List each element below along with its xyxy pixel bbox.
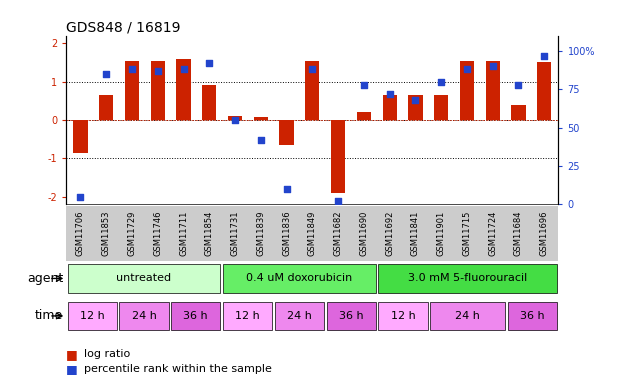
Bar bbox=[379, 264, 557, 293]
Point bbox=[514, 82, 524, 88]
Point bbox=[153, 68, 163, 74]
Point bbox=[204, 60, 215, 66]
Point bbox=[101, 71, 111, 77]
Bar bbox=[99, 95, 114, 120]
Text: agent: agent bbox=[27, 272, 63, 285]
Point bbox=[333, 198, 343, 204]
Bar bbox=[537, 63, 551, 120]
Text: GSM11836: GSM11836 bbox=[282, 211, 291, 256]
Bar bbox=[508, 302, 557, 330]
Bar bbox=[73, 120, 88, 153]
Text: 36 h: 36 h bbox=[520, 311, 545, 321]
Text: 36 h: 36 h bbox=[184, 311, 208, 321]
Point bbox=[488, 63, 498, 69]
Bar bbox=[430, 302, 505, 330]
Point bbox=[410, 97, 420, 103]
Point bbox=[75, 194, 85, 200]
Text: ■: ■ bbox=[66, 348, 78, 361]
Text: GSM11839: GSM11839 bbox=[256, 211, 265, 256]
Text: 3.0 mM 5-fluorouracil: 3.0 mM 5-fluorouracil bbox=[408, 273, 528, 284]
Text: GSM11724: GSM11724 bbox=[488, 211, 497, 256]
Text: percentile rank within the sample: percentile rank within the sample bbox=[84, 364, 272, 374]
Text: GSM11854: GSM11854 bbox=[205, 211, 214, 256]
Text: 24 h: 24 h bbox=[131, 311, 156, 321]
Text: GDS848 / 16819: GDS848 / 16819 bbox=[66, 21, 180, 34]
Bar bbox=[223, 302, 272, 330]
Point bbox=[436, 79, 446, 85]
Text: GSM11853: GSM11853 bbox=[102, 211, 110, 256]
Bar bbox=[223, 264, 376, 293]
Text: GSM11682: GSM11682 bbox=[334, 211, 343, 256]
Bar bbox=[119, 302, 168, 330]
Text: GSM11696: GSM11696 bbox=[540, 211, 549, 256]
Text: log ratio: log ratio bbox=[84, 350, 130, 359]
Bar bbox=[254, 117, 268, 120]
Point bbox=[462, 66, 472, 72]
Bar bbox=[202, 86, 216, 120]
Point bbox=[540, 53, 550, 58]
Point bbox=[256, 137, 266, 143]
Bar bbox=[177, 58, 191, 120]
Text: GSM11746: GSM11746 bbox=[153, 211, 162, 256]
Text: GSM11729: GSM11729 bbox=[127, 211, 136, 256]
Text: GSM11690: GSM11690 bbox=[360, 211, 369, 256]
Text: GSM11901: GSM11901 bbox=[437, 211, 445, 256]
Bar bbox=[408, 95, 423, 120]
Bar bbox=[228, 116, 242, 120]
Text: GSM11711: GSM11711 bbox=[179, 211, 188, 256]
Text: time: time bbox=[35, 309, 63, 322]
Text: 12 h: 12 h bbox=[235, 311, 260, 321]
Text: 24 h: 24 h bbox=[456, 311, 480, 321]
Text: GSM11715: GSM11715 bbox=[463, 211, 471, 256]
Text: GSM11849: GSM11849 bbox=[308, 211, 317, 256]
Bar bbox=[280, 120, 293, 145]
Text: 24 h: 24 h bbox=[287, 311, 312, 321]
Text: ■: ■ bbox=[66, 363, 78, 375]
Bar bbox=[68, 302, 117, 330]
Text: GSM11692: GSM11692 bbox=[385, 211, 394, 256]
Bar bbox=[382, 95, 397, 120]
Point bbox=[385, 91, 395, 97]
Point bbox=[230, 117, 240, 123]
Text: GSM11841: GSM11841 bbox=[411, 211, 420, 256]
Point bbox=[127, 66, 137, 72]
Bar bbox=[379, 302, 428, 330]
Bar bbox=[357, 112, 371, 120]
Bar bbox=[305, 60, 319, 120]
Text: GSM11684: GSM11684 bbox=[514, 211, 523, 256]
Text: 12 h: 12 h bbox=[80, 311, 105, 321]
Bar bbox=[486, 60, 500, 120]
Bar bbox=[511, 105, 526, 120]
Text: 0.4 uM doxorubicin: 0.4 uM doxorubicin bbox=[246, 273, 353, 284]
Text: untreated: untreated bbox=[116, 273, 172, 284]
Text: GSM11731: GSM11731 bbox=[230, 211, 240, 256]
Point bbox=[179, 66, 189, 72]
Text: GSM11706: GSM11706 bbox=[76, 211, 85, 256]
Bar bbox=[274, 302, 324, 330]
Text: 12 h: 12 h bbox=[391, 311, 415, 321]
Bar bbox=[327, 302, 376, 330]
Text: 36 h: 36 h bbox=[339, 311, 363, 321]
Bar bbox=[68, 264, 220, 293]
Bar bbox=[434, 95, 448, 120]
Point bbox=[307, 66, 317, 72]
Bar bbox=[171, 302, 220, 330]
Bar bbox=[331, 120, 345, 193]
Point bbox=[281, 186, 292, 192]
Bar bbox=[151, 60, 165, 120]
Point bbox=[359, 82, 369, 88]
Bar bbox=[460, 60, 474, 120]
Bar bbox=[125, 60, 139, 120]
